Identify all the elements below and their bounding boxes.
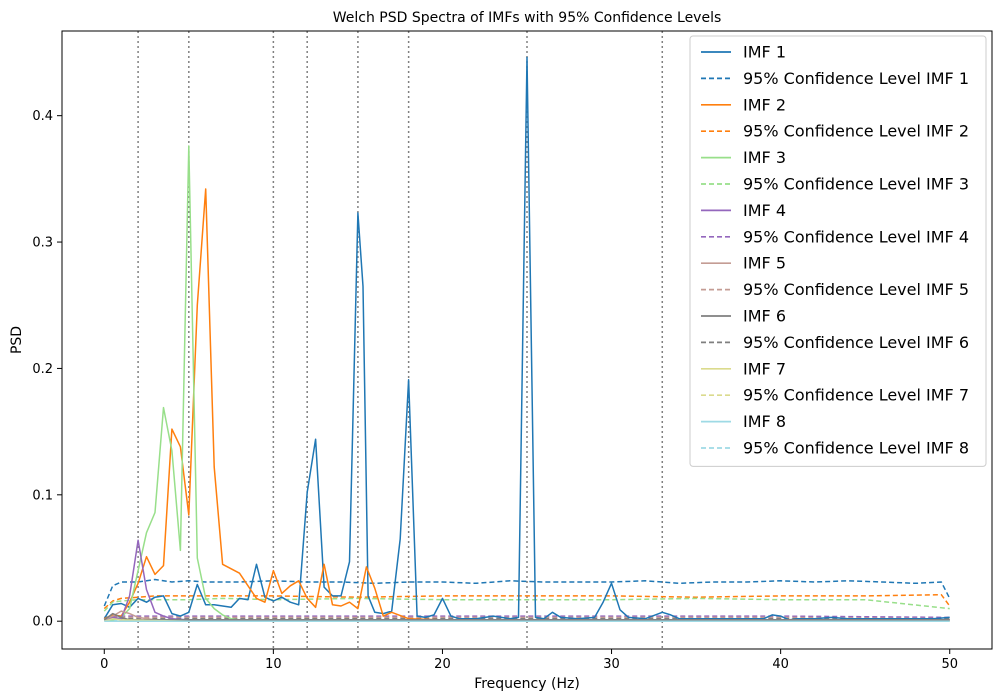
legend-label: 95% Confidence Level IMF 1 <box>743 69 969 88</box>
y-tick-label: 0.1 <box>32 488 53 503</box>
series-line-10 <box>104 616 950 620</box>
series-line-11 <box>103 612 950 621</box>
series-line-8 <box>104 615 950 619</box>
y-axis-label: PSD <box>9 326 25 354</box>
x-tick-label: 0 <box>100 657 108 672</box>
series-line-2 <box>103 578 951 607</box>
x-tick-label: 50 <box>941 657 958 672</box>
chart-title: Welch PSD Spectra of IMFs with 95% Confi… <box>333 10 722 26</box>
y-tick-label: 0.0 <box>32 615 53 630</box>
x-axis-label: Frequency (Hz) <box>474 676 580 692</box>
series-line-1 <box>103 56 950 621</box>
legend-label: 95% Confidence Level IMF 6 <box>743 333 969 352</box>
x-tick-label: 10 <box>265 657 282 672</box>
legend-label: 95% Confidence Level IMF 2 <box>743 122 969 141</box>
series-layer <box>103 56 951 622</box>
legend: IMF 1 95% Confidence Level IMF 1 IMF 2 95% … <box>689 35 987 467</box>
y-tick-label: 0.2 <box>32 362 53 377</box>
legend-label: IMF 1 <box>743 43 786 62</box>
y-tick-label: 0.3 <box>32 236 53 251</box>
vertical-reference-lines <box>137 31 664 649</box>
legend-label: 95% Confidence Level IMF 5 <box>743 280 969 299</box>
legend-label: IMF 3 <box>743 148 786 167</box>
legend-label: IMF 4 <box>743 201 786 220</box>
legend-label: IMF 8 <box>743 412 786 431</box>
plot-frame <box>61 30 993 650</box>
series-line-3 <box>103 188 950 621</box>
y-axis: 0.0 0.1 0.2 0.3 0.4 <box>32 109 62 630</box>
legend-box <box>689 35 987 467</box>
series-line-4 <box>103 593 951 610</box>
x-axis: 0 10 20 30 40 50 <box>100 649 958 672</box>
x-tick-label: 20 <box>434 657 451 672</box>
legend-label: 95% Confidence Level IMF 3 <box>743 175 969 194</box>
x-tick-label: 40 <box>772 657 789 672</box>
legend-label: IMF 2 <box>743 95 786 114</box>
legend-label: 95% Confidence Level IMF 7 <box>743 386 969 405</box>
legend-label: 95% Confidence Level IMF 4 <box>743 227 969 246</box>
legend-label: IMF 7 <box>743 359 786 378</box>
legend-label: IMF 6 <box>743 307 786 326</box>
x-tick-label: 30 <box>603 657 620 672</box>
legend-label: 95% Confidence Level IMF 8 <box>743 439 969 458</box>
y-tick-label: 0.4 <box>32 109 53 124</box>
legend-label: IMF 5 <box>743 254 786 273</box>
